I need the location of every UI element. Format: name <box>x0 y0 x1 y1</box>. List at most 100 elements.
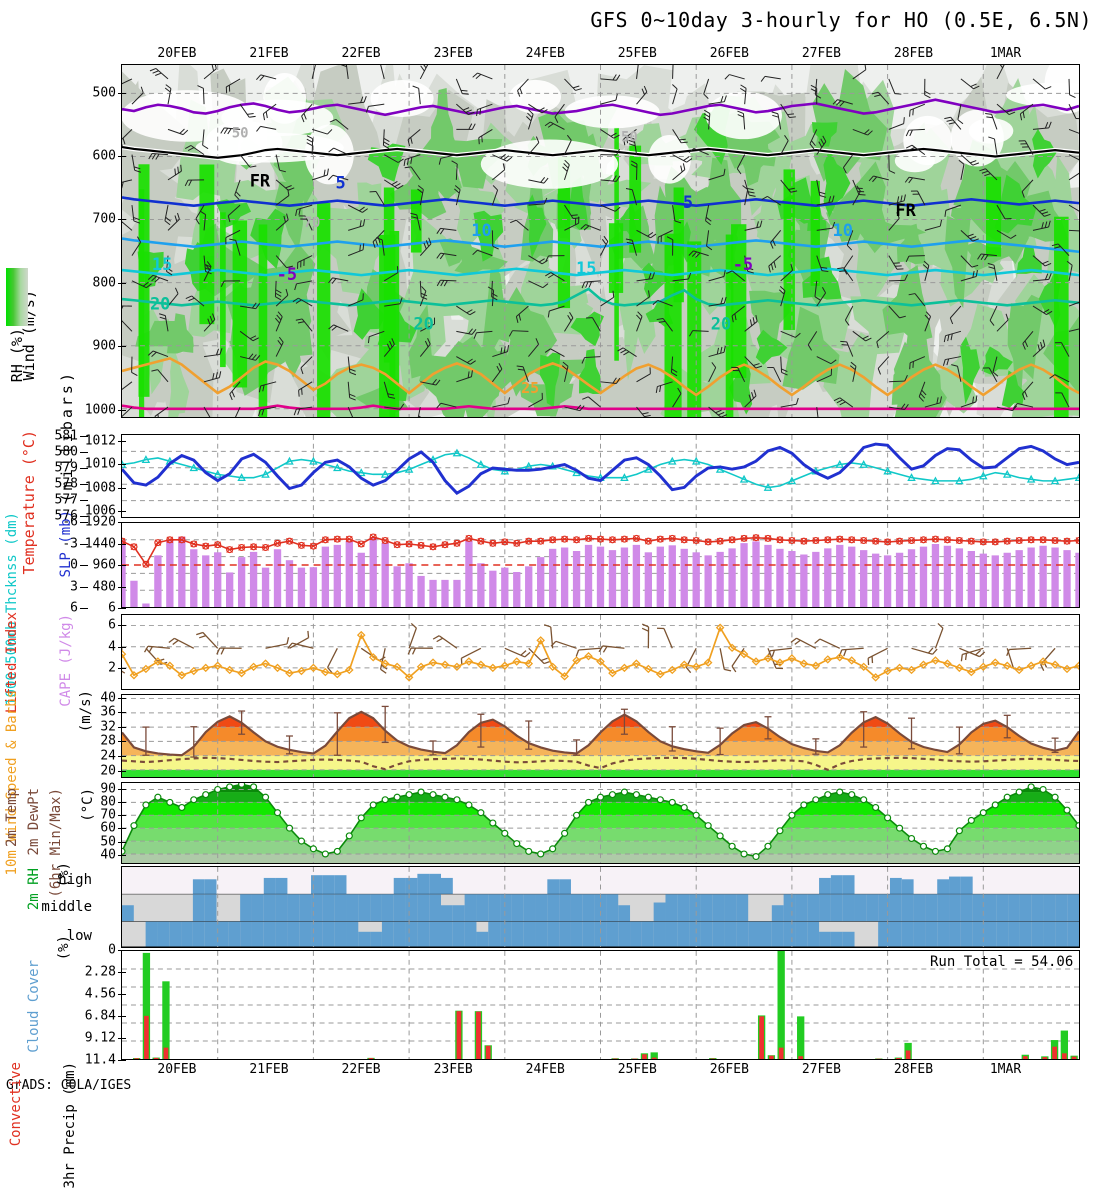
y-tick-mark <box>118 625 126 626</box>
date-label-22feb: 22FEB <box>341 1062 380 1077</box>
date-label-24feb: 24FEB <box>526 46 565 61</box>
date-label-28feb: 28FEB <box>894 1062 933 1077</box>
date-label-25feb: 25FEB <box>618 46 657 61</box>
cloud-row-label-middle: middle <box>41 899 92 915</box>
y-tick-6.84: 6.84 <box>0 1009 116 1024</box>
axis-label-precip: 3hr Precip (mm) <box>62 1062 78 1188</box>
date-label-23feb: 23FEB <box>434 46 473 61</box>
y-tick-mark <box>118 522 126 523</box>
y-tick-0: 0 <box>0 943 116 958</box>
svg-text:50: 50 <box>621 130 638 146</box>
svg-text:10: 10 <box>471 220 491 240</box>
panel-temp-dewpt[interactable] <box>121 694 1080 778</box>
svg-text:5: 5 <box>336 172 346 192</box>
y-tick-mark <box>118 1038 126 1039</box>
date-label-25feb: 25FEB <box>618 1062 657 1077</box>
svg-text:-5: -5 <box>733 254 753 274</box>
y-tick-mark <box>118 815 126 816</box>
svg-text:70: 70 <box>304 215 321 231</box>
date-label-26feb: 26FEB <box>710 46 749 61</box>
meteogram-root: GFS 0~10day 3-hourly for HO (0.5E, 6.5N)… <box>0 0 1100 1100</box>
y-tick-mark <box>118 346 126 347</box>
axis-label-precip-total: Total / Rain <box>0 1062 2 1163</box>
y-tick-700: 700 <box>0 212 116 227</box>
y-tick-mark <box>118 587 126 588</box>
y-tick-mark <box>118 488 126 489</box>
y-tick-mark <box>118 994 126 995</box>
y-tick-mark <box>118 855 126 856</box>
y-tick-mark <box>118 441 126 442</box>
date-label-24feb: 24FEB <box>526 1062 565 1077</box>
axis-label-rh-upper: RH (%) <box>8 328 26 382</box>
panel-rh2m[interactable] <box>121 782 1080 864</box>
date-label-1mar: 1MAR <box>990 46 1021 61</box>
y-tick-600: 600 <box>0 148 116 163</box>
y-tick-4: 4 <box>0 639 116 654</box>
y-tick-mark <box>118 842 126 843</box>
run-total-label: Run Total = 54.06 <box>930 954 1073 970</box>
y-tick-20: 20 <box>0 763 116 778</box>
y-tick-mark <box>118 219 126 220</box>
svg-text:20: 20 <box>711 314 731 334</box>
y-tick-2: 2 <box>0 661 116 676</box>
panel-wind10m[interactable] <box>121 614 1080 690</box>
y-tick-mark <box>118 1016 126 1017</box>
svg-text:25: 25 <box>521 379 539 397</box>
y-tick-mark <box>118 668 126 669</box>
svg-text:15: 15 <box>576 258 596 278</box>
panel-slp-thickness[interactable] <box>121 434 1080 518</box>
y-tick-800: 800 <box>0 275 116 290</box>
y-tick-mark <box>118 511 126 512</box>
y-tick-mark <box>118 647 126 648</box>
y-tick-900: 900 <box>0 339 116 354</box>
y-tick-mark <box>118 608 126 609</box>
y-tick-mark <box>118 712 126 713</box>
y-tick-6: 6 <box>0 617 116 632</box>
svg-text:5: 5 <box>683 192 693 212</box>
y-tick-480: 480 <box>0 579 116 594</box>
svg-text:50: 50 <box>232 126 249 142</box>
y-tick-mark <box>118 802 126 803</box>
y-tick-40: 40 <box>0 690 116 705</box>
y-tick-mark <box>118 771 126 772</box>
date-label-21feb: 21FEB <box>249 1062 288 1077</box>
y-tick-1440: 1440 <box>0 536 116 551</box>
date-label-27feb: 27FEB <box>802 1062 841 1077</box>
cloud-row-label-low: low <box>67 928 92 944</box>
y-tick-24: 24 <box>0 749 116 764</box>
svg-text:20: 20 <box>150 294 170 314</box>
y-tick-mark <box>118 727 126 728</box>
y-tick-mark <box>118 544 126 545</box>
y-tick-mark <box>80 452 88 453</box>
y-tick-11.4: 11.4 <box>0 1053 116 1068</box>
y-tick-mark <box>118 789 126 790</box>
date-label-20feb: 20FEB <box>157 1062 196 1077</box>
y-tick-1920: 1920 <box>0 515 116 530</box>
svg-text:15: 15 <box>152 254 172 274</box>
y-tick-6: 6 <box>0 600 116 615</box>
y-tick-mark <box>118 410 126 411</box>
y-tick-28: 28 <box>0 734 116 749</box>
y-tick-mark <box>118 156 126 157</box>
y-tick-2.28: 2.28 <box>0 965 116 980</box>
page-title: GFS 0~10day 3-hourly for HO (0.5E, 6.5N) <box>590 8 1092 32</box>
svg-text:20: 20 <box>413 314 433 334</box>
panel-cloud-cover[interactable] <box>121 866 1080 948</box>
y-tick-mark <box>118 741 126 742</box>
y-tick-1000: 1000 <box>0 402 116 417</box>
y-tick-32: 32 <box>0 719 116 734</box>
svg-text:-5: -5 <box>277 264 297 284</box>
cloud-row-label-high: high <box>58 872 92 888</box>
y-tick-1008: 1008 <box>0 480 116 495</box>
y-tick-9.12: 9.12 <box>0 1031 116 1046</box>
y-tick-mark <box>118 950 126 951</box>
panel-cape-lifted-index[interactable] <box>121 522 1080 608</box>
date-label-27feb: 27FEB <box>802 46 841 61</box>
axis-label-precip-convective: Convective <box>8 1062 24 1146</box>
svg-text:10: 10 <box>833 220 853 240</box>
y-tick-4.56: 4.56 <box>0 987 116 1002</box>
date-label-28feb: 28FEB <box>894 46 933 61</box>
y-tick-mark <box>118 756 126 757</box>
y-tick-mark <box>118 283 126 284</box>
